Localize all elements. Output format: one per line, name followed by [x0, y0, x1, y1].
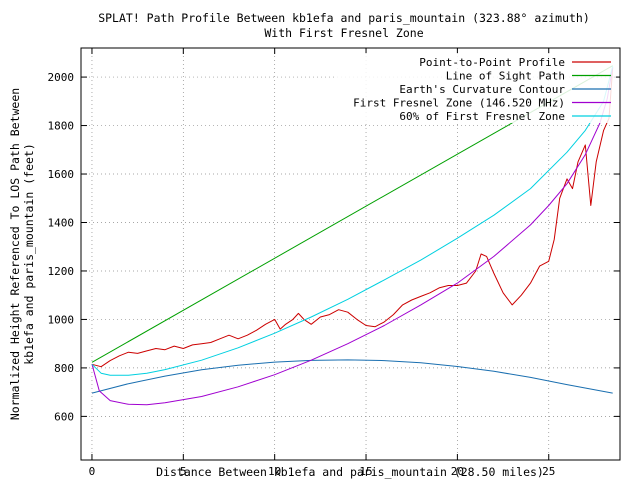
x-tick-label: 20: [451, 465, 464, 478]
y-tick-label: 1400: [48, 216, 75, 229]
series-line-0: [91, 67, 614, 368]
plot-frame: [80, 47, 621, 461]
legend-label: First Fresnel Zone (146.520 MHz): [353, 97, 565, 110]
plot-series: [91, 65, 614, 406]
y-tick-label: 800: [54, 362, 74, 375]
chart-subtitle: With First Fresnel Zone: [264, 26, 423, 40]
y-axis-label-line1: Normalized Height Referenced To LOS Path…: [8, 88, 22, 420]
y-tick-label: 1000: [48, 313, 75, 326]
chart-title: SPLAT! Path Profile Between kb1efa and p…: [98, 11, 590, 25]
x-tick-label: 25: [542, 465, 555, 478]
x-tick-label: 10: [268, 465, 281, 478]
y-tick-label: 2000: [48, 71, 75, 84]
series-line-3: [91, 67, 614, 406]
x-tick-label: 15: [359, 465, 372, 478]
legend-label: Line of Sight Path: [446, 70, 565, 83]
x-axis-label: Distance Between kb1efa and paris_mounta…: [156, 465, 544, 479]
y-axis-label-line2: kb1efa and paris_mountain (feet): [22, 143, 36, 365]
legend-label: Earth's Curvature Contour: [399, 83, 565, 96]
x-tick-label: 0: [89, 465, 96, 478]
legend-label: Point-to-Point Profile: [419, 56, 565, 69]
y-tick-label: 1800: [48, 120, 75, 133]
y-tick-label: 600: [54, 410, 74, 423]
y-tick-label: 1200: [48, 265, 75, 278]
series-line-4: [91, 66, 614, 376]
x-tick-label: 5: [180, 465, 187, 478]
axis-ticks: 600 800 1000 1200 1400 1600 1800 2000 0 5 10 15 20 25: [48, 48, 620, 478]
series-line-2: [91, 359, 613, 394]
legend-label: 60% of First Fresnel Zone: [399, 110, 565, 123]
legend-background: [336, 53, 616, 123]
y-tick-label: 1600: [48, 168, 75, 181]
